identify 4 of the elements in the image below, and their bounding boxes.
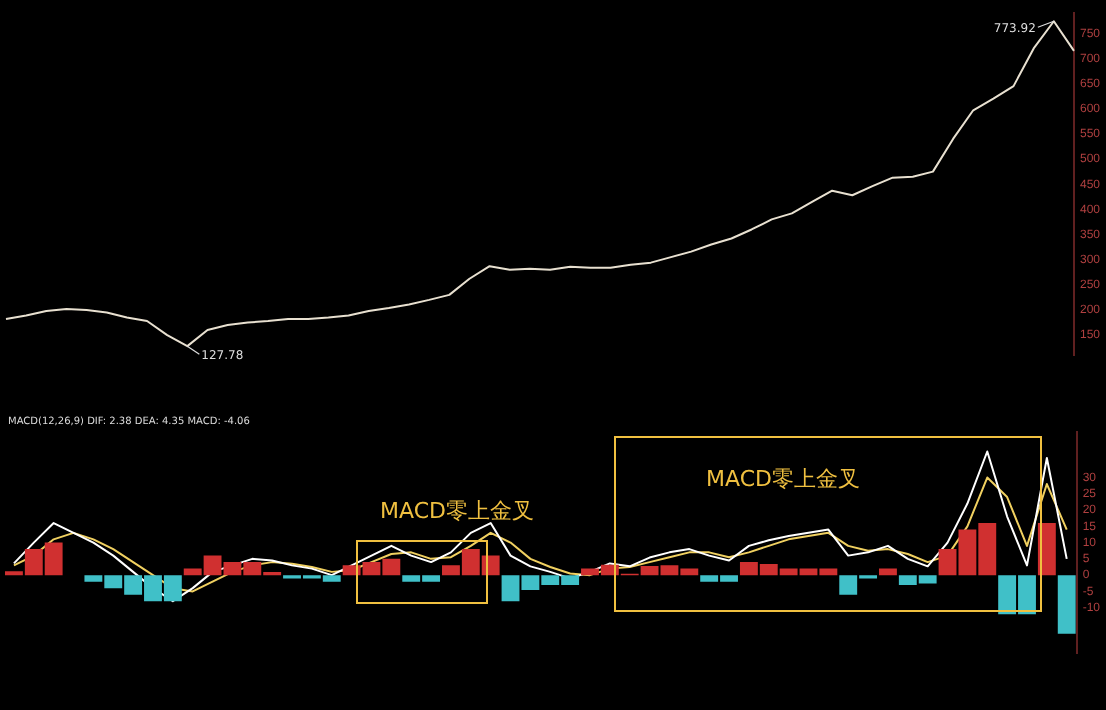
annotation: MACD零上金叉 [380, 496, 534, 526]
annotation: MACD零上金叉 [706, 464, 860, 494]
bar [879, 568, 897, 576]
bar [1057, 575, 1076, 634]
